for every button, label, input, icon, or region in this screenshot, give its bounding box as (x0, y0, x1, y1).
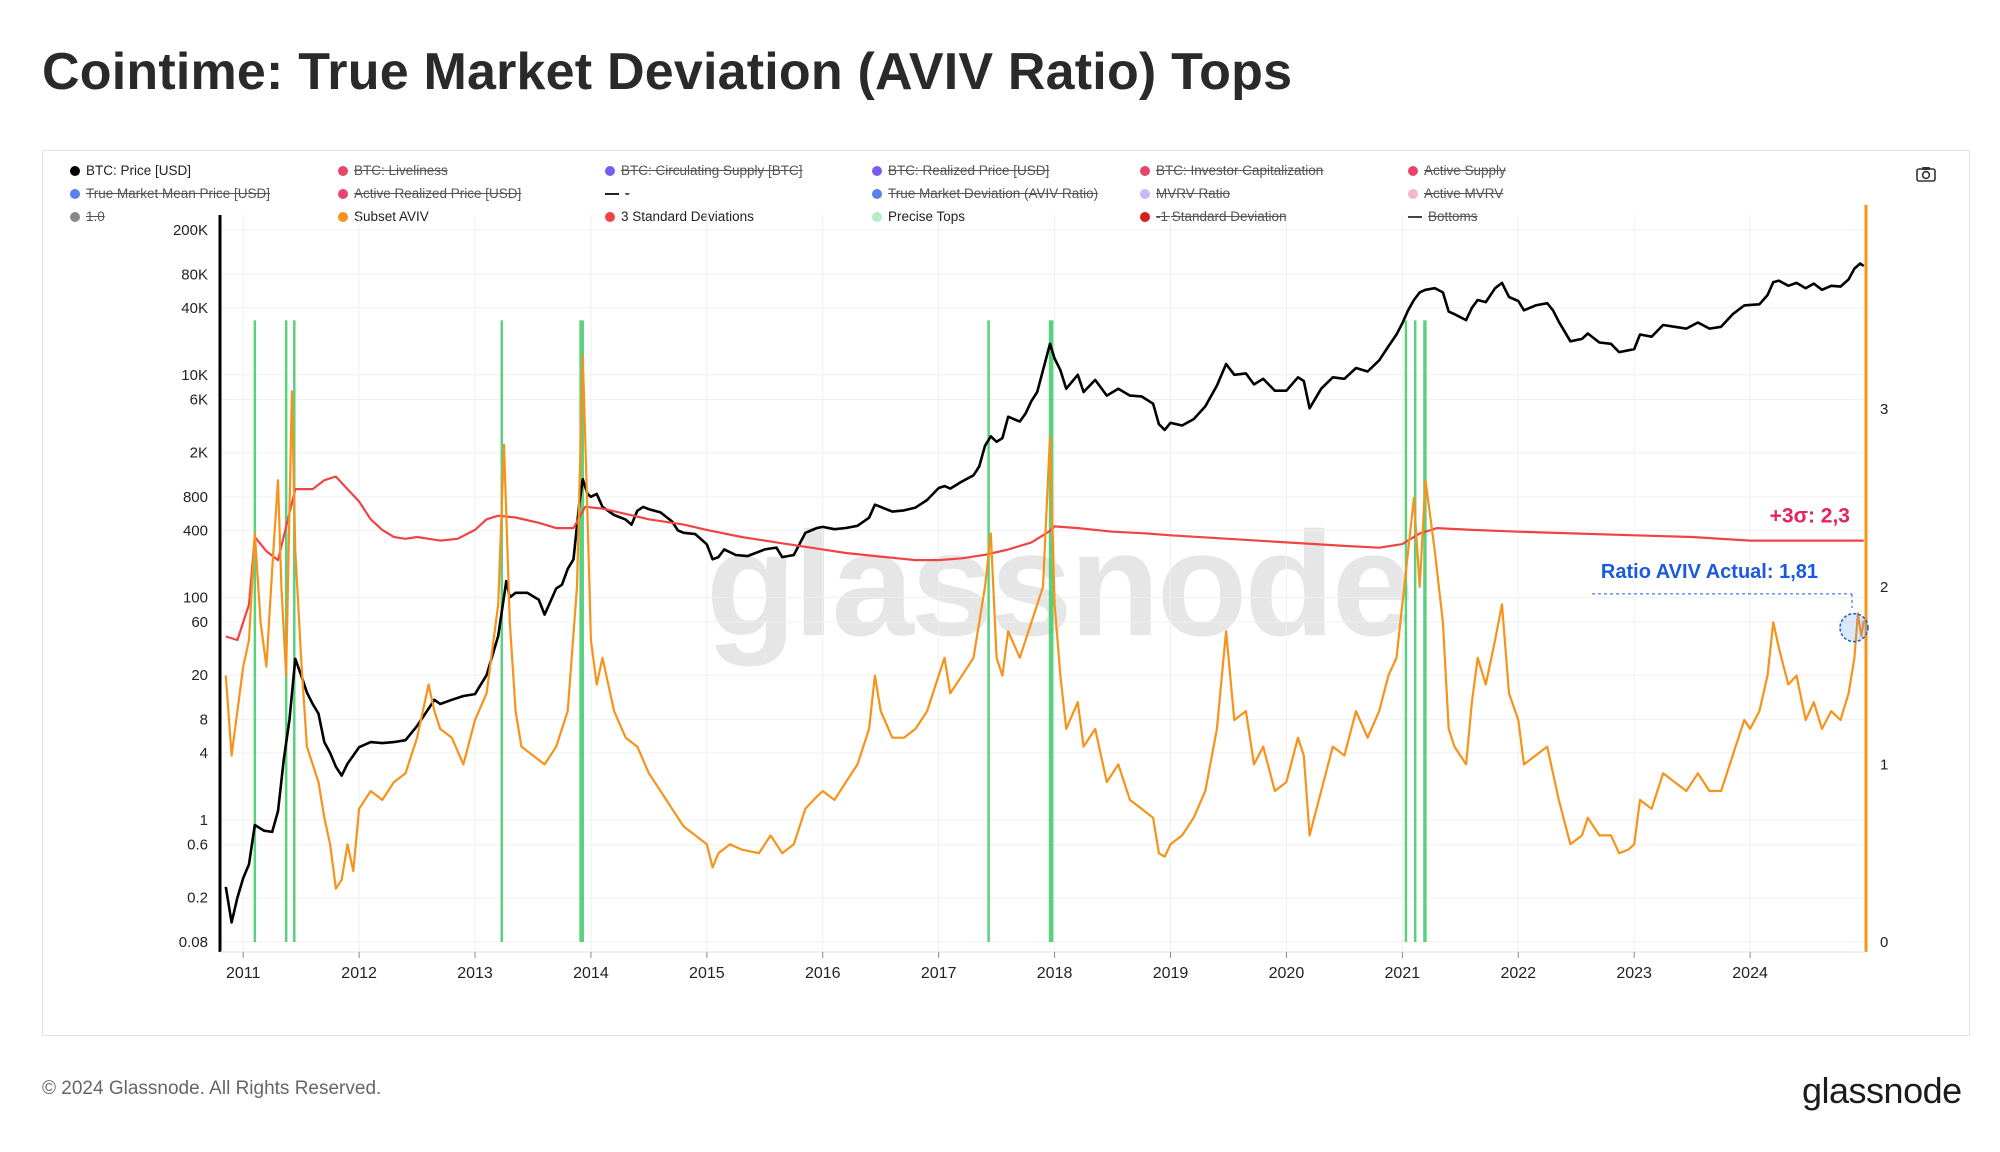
legend-label: True Market Deviation (AVIV Ratio) (888, 186, 1099, 201)
legend-label: Subset AVIV (354, 209, 429, 224)
legend-label: Active MVRV (1424, 186, 1504, 201)
legend-marker (70, 166, 80, 176)
legend-item[interactable]: True Market Deviation (AVIV Ratio) (872, 186, 1098, 201)
legend-item[interactable]: Active MVRV (1408, 186, 1503, 201)
legend-marker (872, 212, 882, 222)
legend-label: 1.0 (86, 209, 105, 224)
legend-marker (338, 189, 348, 199)
legend-item[interactable]: 1.0 (70, 209, 105, 224)
legend-marker (872, 166, 882, 176)
legend-marker (872, 189, 882, 199)
legend-item[interactable]: 3 Standard Deviations (605, 209, 754, 224)
watermark: glassnode (706, 502, 1414, 667)
copyright-text: © 2024 Glassnode. All Rights Reserved. (42, 1078, 382, 1099)
legend-label: Active Supply (1424, 163, 1506, 178)
legend-item[interactable]: MVRV Ratio (1140, 186, 1230, 201)
legend-label: BTC: Realized Price [USD] (888, 163, 1050, 178)
page-title: Cointime: True Market Deviation (AVIV Ra… (42, 43, 1293, 101)
legend-item[interactable]: BTC: Price [USD] (70, 163, 191, 178)
legend-label: BTC: Circulating Supply [BTC] (621, 163, 803, 178)
legend-label: 3 Standard Deviations (621, 209, 754, 224)
camera-icon[interactable] (1916, 166, 1936, 182)
legend-marker (1140, 166, 1150, 176)
legend-item[interactable]: Bottoms (1408, 209, 1478, 224)
legend-item[interactable]: - (605, 186, 630, 201)
legend-label: BTC: Investor Capitalization (1156, 163, 1324, 178)
legend-item[interactable]: Precise Tops (872, 209, 965, 224)
legend-item[interactable]: BTC: Realized Price [USD] (872, 163, 1049, 178)
legend-label: MVRV Ratio (1156, 186, 1231, 201)
legend-item[interactable]: BTC: Circulating Supply [BTC] (605, 163, 803, 178)
legend-marker (605, 212, 615, 222)
legend-item[interactable]: Subset AVIV (338, 209, 429, 224)
legend-item[interactable]: BTC: Liveliness (338, 163, 448, 178)
legend-marker (1140, 212, 1150, 222)
legend-marker (338, 212, 348, 222)
legend-label: Bottoms (1428, 209, 1478, 224)
legend-marker (605, 166, 615, 176)
legend-label: Precise Tops (888, 209, 966, 224)
legend-marker (70, 212, 80, 222)
legend-label: - (625, 186, 630, 201)
brand-logo: glassnode (1802, 1070, 1962, 1111)
legend-item[interactable]: -1 Standard Deviation (1140, 209, 1287, 224)
legend-label: Active Realized Price [USD] (354, 186, 522, 201)
legend-marker (338, 166, 348, 176)
legend-marker (1408, 189, 1418, 199)
legend-marker (1408, 166, 1418, 176)
legend-label: BTC: Liveliness (354, 163, 448, 178)
legend-marker (605, 193, 619, 195)
legend-label: True Market Mean Price [USD] (86, 186, 271, 201)
legend-marker (1140, 189, 1150, 199)
legend-marker (70, 189, 80, 199)
legend-label: BTC: Price [USD] (86, 163, 192, 178)
legend-marker (1408, 216, 1422, 218)
legend-label: -1 Standard Deviation (1156, 209, 1287, 224)
legend-item[interactable]: Active Supply (1408, 163, 1506, 178)
legend-item[interactable]: Active Realized Price [USD] (338, 186, 521, 201)
legend-item[interactable]: BTC: Investor Capitalization (1140, 163, 1323, 178)
legend-item[interactable]: True Market Mean Price [USD] (70, 186, 270, 201)
